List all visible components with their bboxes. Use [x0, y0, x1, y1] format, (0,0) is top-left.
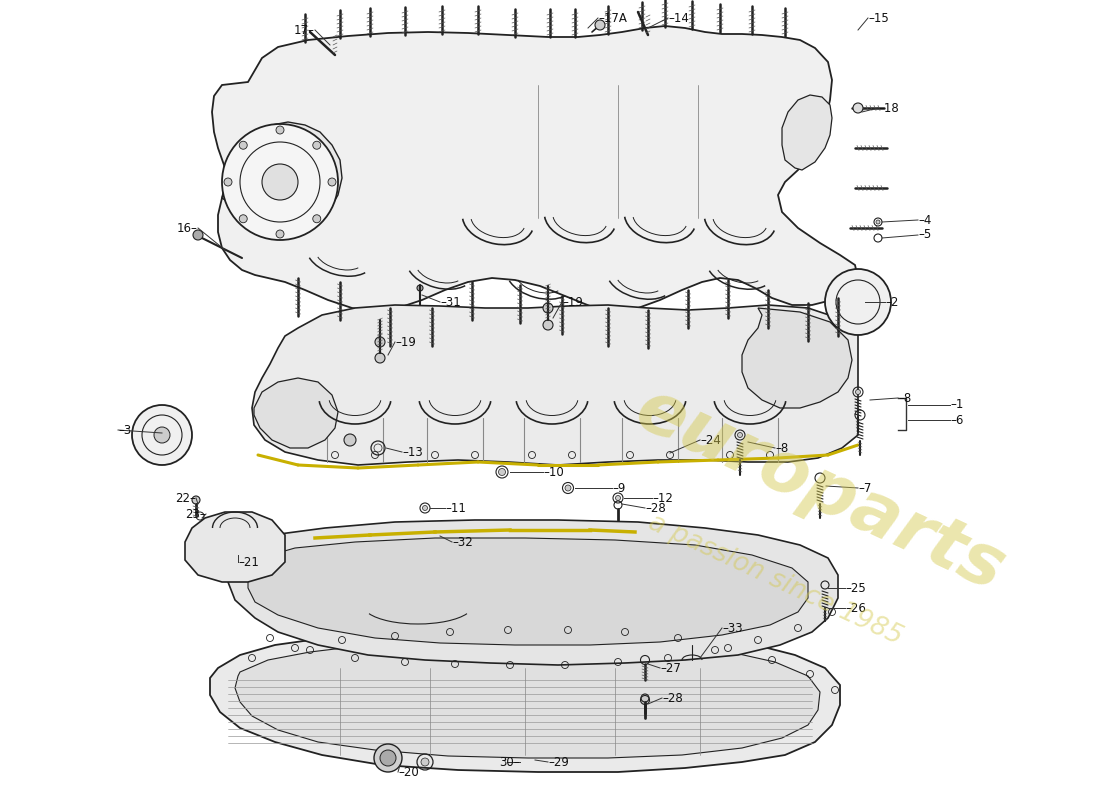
Circle shape — [374, 744, 401, 772]
Polygon shape — [742, 308, 852, 408]
Text: –4: –4 — [918, 214, 932, 226]
Circle shape — [239, 214, 248, 222]
Circle shape — [825, 269, 891, 335]
Polygon shape — [252, 305, 858, 465]
Polygon shape — [222, 122, 342, 232]
Circle shape — [422, 506, 428, 510]
Text: –12: –12 — [652, 491, 673, 505]
Text: –9: –9 — [612, 482, 626, 494]
Text: –20: –20 — [398, 766, 419, 778]
Text: –26: –26 — [845, 602, 866, 614]
Text: a passion since 1985: a passion since 1985 — [644, 510, 906, 650]
Text: –10: –10 — [543, 466, 563, 478]
Polygon shape — [185, 512, 285, 582]
Circle shape — [421, 758, 429, 766]
Text: –8: –8 — [898, 391, 911, 405]
Text: –17A: –17A — [598, 11, 627, 25]
Circle shape — [312, 214, 321, 222]
Text: 17–: 17– — [294, 23, 315, 37]
Circle shape — [876, 220, 880, 224]
Circle shape — [543, 303, 553, 313]
Polygon shape — [210, 628, 840, 772]
Circle shape — [379, 750, 396, 766]
Text: 16–: 16– — [177, 222, 198, 234]
Circle shape — [852, 103, 864, 113]
Circle shape — [344, 434, 356, 446]
Circle shape — [312, 142, 321, 150]
Text: 23–: 23– — [185, 507, 206, 521]
Circle shape — [192, 230, 204, 240]
Circle shape — [224, 178, 232, 186]
Circle shape — [616, 495, 620, 501]
Text: 30–: 30– — [499, 755, 520, 769]
Text: –27: –27 — [660, 662, 681, 674]
Polygon shape — [228, 520, 838, 665]
Text: –14: –14 — [668, 11, 689, 25]
Text: –1: –1 — [950, 398, 964, 411]
Text: –11: –11 — [446, 502, 466, 514]
Text: –6: –6 — [950, 414, 964, 426]
Circle shape — [856, 390, 860, 394]
Text: –29: –29 — [548, 755, 569, 769]
Text: –18: –18 — [878, 102, 899, 114]
Text: –24: –24 — [700, 434, 720, 446]
Polygon shape — [782, 95, 832, 170]
Circle shape — [640, 695, 649, 705]
Circle shape — [192, 496, 200, 504]
Text: europarts: europarts — [625, 374, 1015, 606]
Polygon shape — [248, 538, 808, 645]
Circle shape — [222, 124, 338, 240]
Text: –7: –7 — [858, 482, 871, 494]
Text: –31: –31 — [440, 295, 461, 309]
Circle shape — [595, 20, 605, 30]
Circle shape — [565, 485, 571, 491]
Text: 22–: 22– — [175, 491, 196, 505]
Text: –19: –19 — [562, 295, 583, 309]
Circle shape — [132, 405, 192, 465]
Text: –15: –15 — [868, 11, 889, 25]
Text: –32: –32 — [452, 535, 473, 549]
Text: –21: –21 — [238, 555, 258, 569]
Text: –33: –33 — [722, 622, 742, 634]
Polygon shape — [212, 26, 858, 312]
Circle shape — [543, 320, 553, 330]
Circle shape — [328, 178, 336, 186]
Circle shape — [498, 469, 506, 475]
Circle shape — [276, 126, 284, 134]
Text: –13: –13 — [402, 446, 422, 458]
Circle shape — [276, 230, 284, 238]
Text: –28: –28 — [662, 691, 683, 705]
Text: –28: –28 — [645, 502, 665, 514]
Text: –19: –19 — [395, 335, 416, 349]
Text: –5: –5 — [918, 229, 932, 242]
Text: –3: –3 — [118, 423, 131, 437]
Text: –25: –25 — [845, 582, 866, 594]
Circle shape — [375, 353, 385, 363]
Polygon shape — [235, 640, 820, 758]
Text: –2: –2 — [886, 295, 899, 309]
Polygon shape — [254, 378, 338, 448]
Text: –8: –8 — [776, 442, 789, 454]
Circle shape — [375, 337, 385, 347]
Circle shape — [417, 285, 424, 291]
Circle shape — [262, 164, 298, 200]
Circle shape — [154, 427, 170, 443]
Circle shape — [239, 142, 248, 150]
Circle shape — [737, 433, 742, 438]
